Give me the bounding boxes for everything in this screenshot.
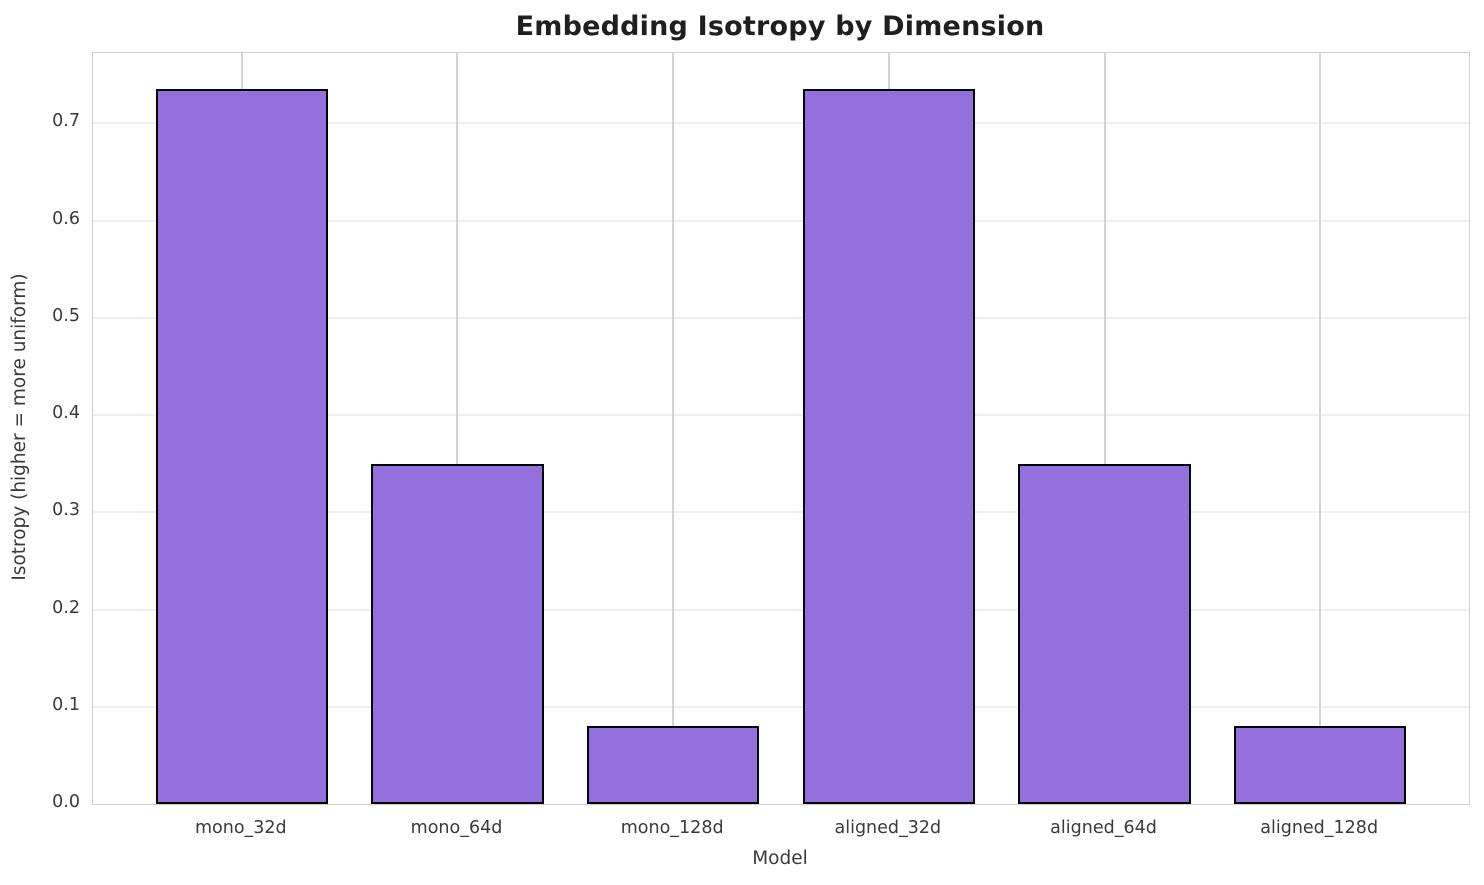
bar-mono_64d (371, 463, 544, 804)
gridline-horizontal (93, 705, 1469, 708)
y-tick-label: 0.7 (52, 111, 80, 132)
chart-title: Embedding Isotropy by Dimension (515, 11, 1045, 42)
x-axis-label: Model (752, 848, 808, 869)
gridline-horizontal (93, 316, 1469, 319)
gridline-horizontal (93, 219, 1469, 222)
gridline-horizontal (93, 608, 1469, 611)
x-tick-label: mono_64d (410, 818, 503, 838)
y-tick-label: 0.6 (52, 208, 80, 229)
x-tick-label: aligned_128d (1260, 818, 1379, 838)
bar-aligned_32d (802, 89, 976, 804)
y-tick-label: 0.5 (52, 305, 80, 326)
y-tick-label: 0.1 (52, 694, 80, 715)
x-tick-label: mono_32d (194, 818, 287, 838)
gridline-vertical (1319, 53, 1322, 804)
x-tick-label: aligned_32d (834, 818, 942, 838)
y-tick-label: 0.3 (52, 500, 80, 521)
plot-area (92, 52, 1470, 805)
gridline-horizontal (93, 414, 1469, 417)
y-axis-label-text: Isotropy (higher = more uniform) (9, 273, 30, 581)
x-tick-label: mono_128d (620, 818, 724, 838)
bar-aligned_128d (1233, 726, 1407, 804)
bar-aligned_64d (1018, 463, 1191, 804)
bar-mono_128d (586, 726, 760, 804)
gridline-vertical (1103, 53, 1106, 804)
bar-mono_32d (155, 89, 329, 804)
gridline-vertical (456, 53, 459, 804)
gridline-horizontal (93, 122, 1469, 125)
gridline-vertical (672, 53, 675, 804)
y-tick-label: 0.4 (52, 403, 80, 424)
y-tick-label: 0.2 (52, 597, 80, 618)
y-tick-label: 0.0 (52, 792, 80, 812)
gridline-horizontal (93, 511, 1469, 514)
x-tick-label: aligned_64d (1050, 818, 1157, 838)
